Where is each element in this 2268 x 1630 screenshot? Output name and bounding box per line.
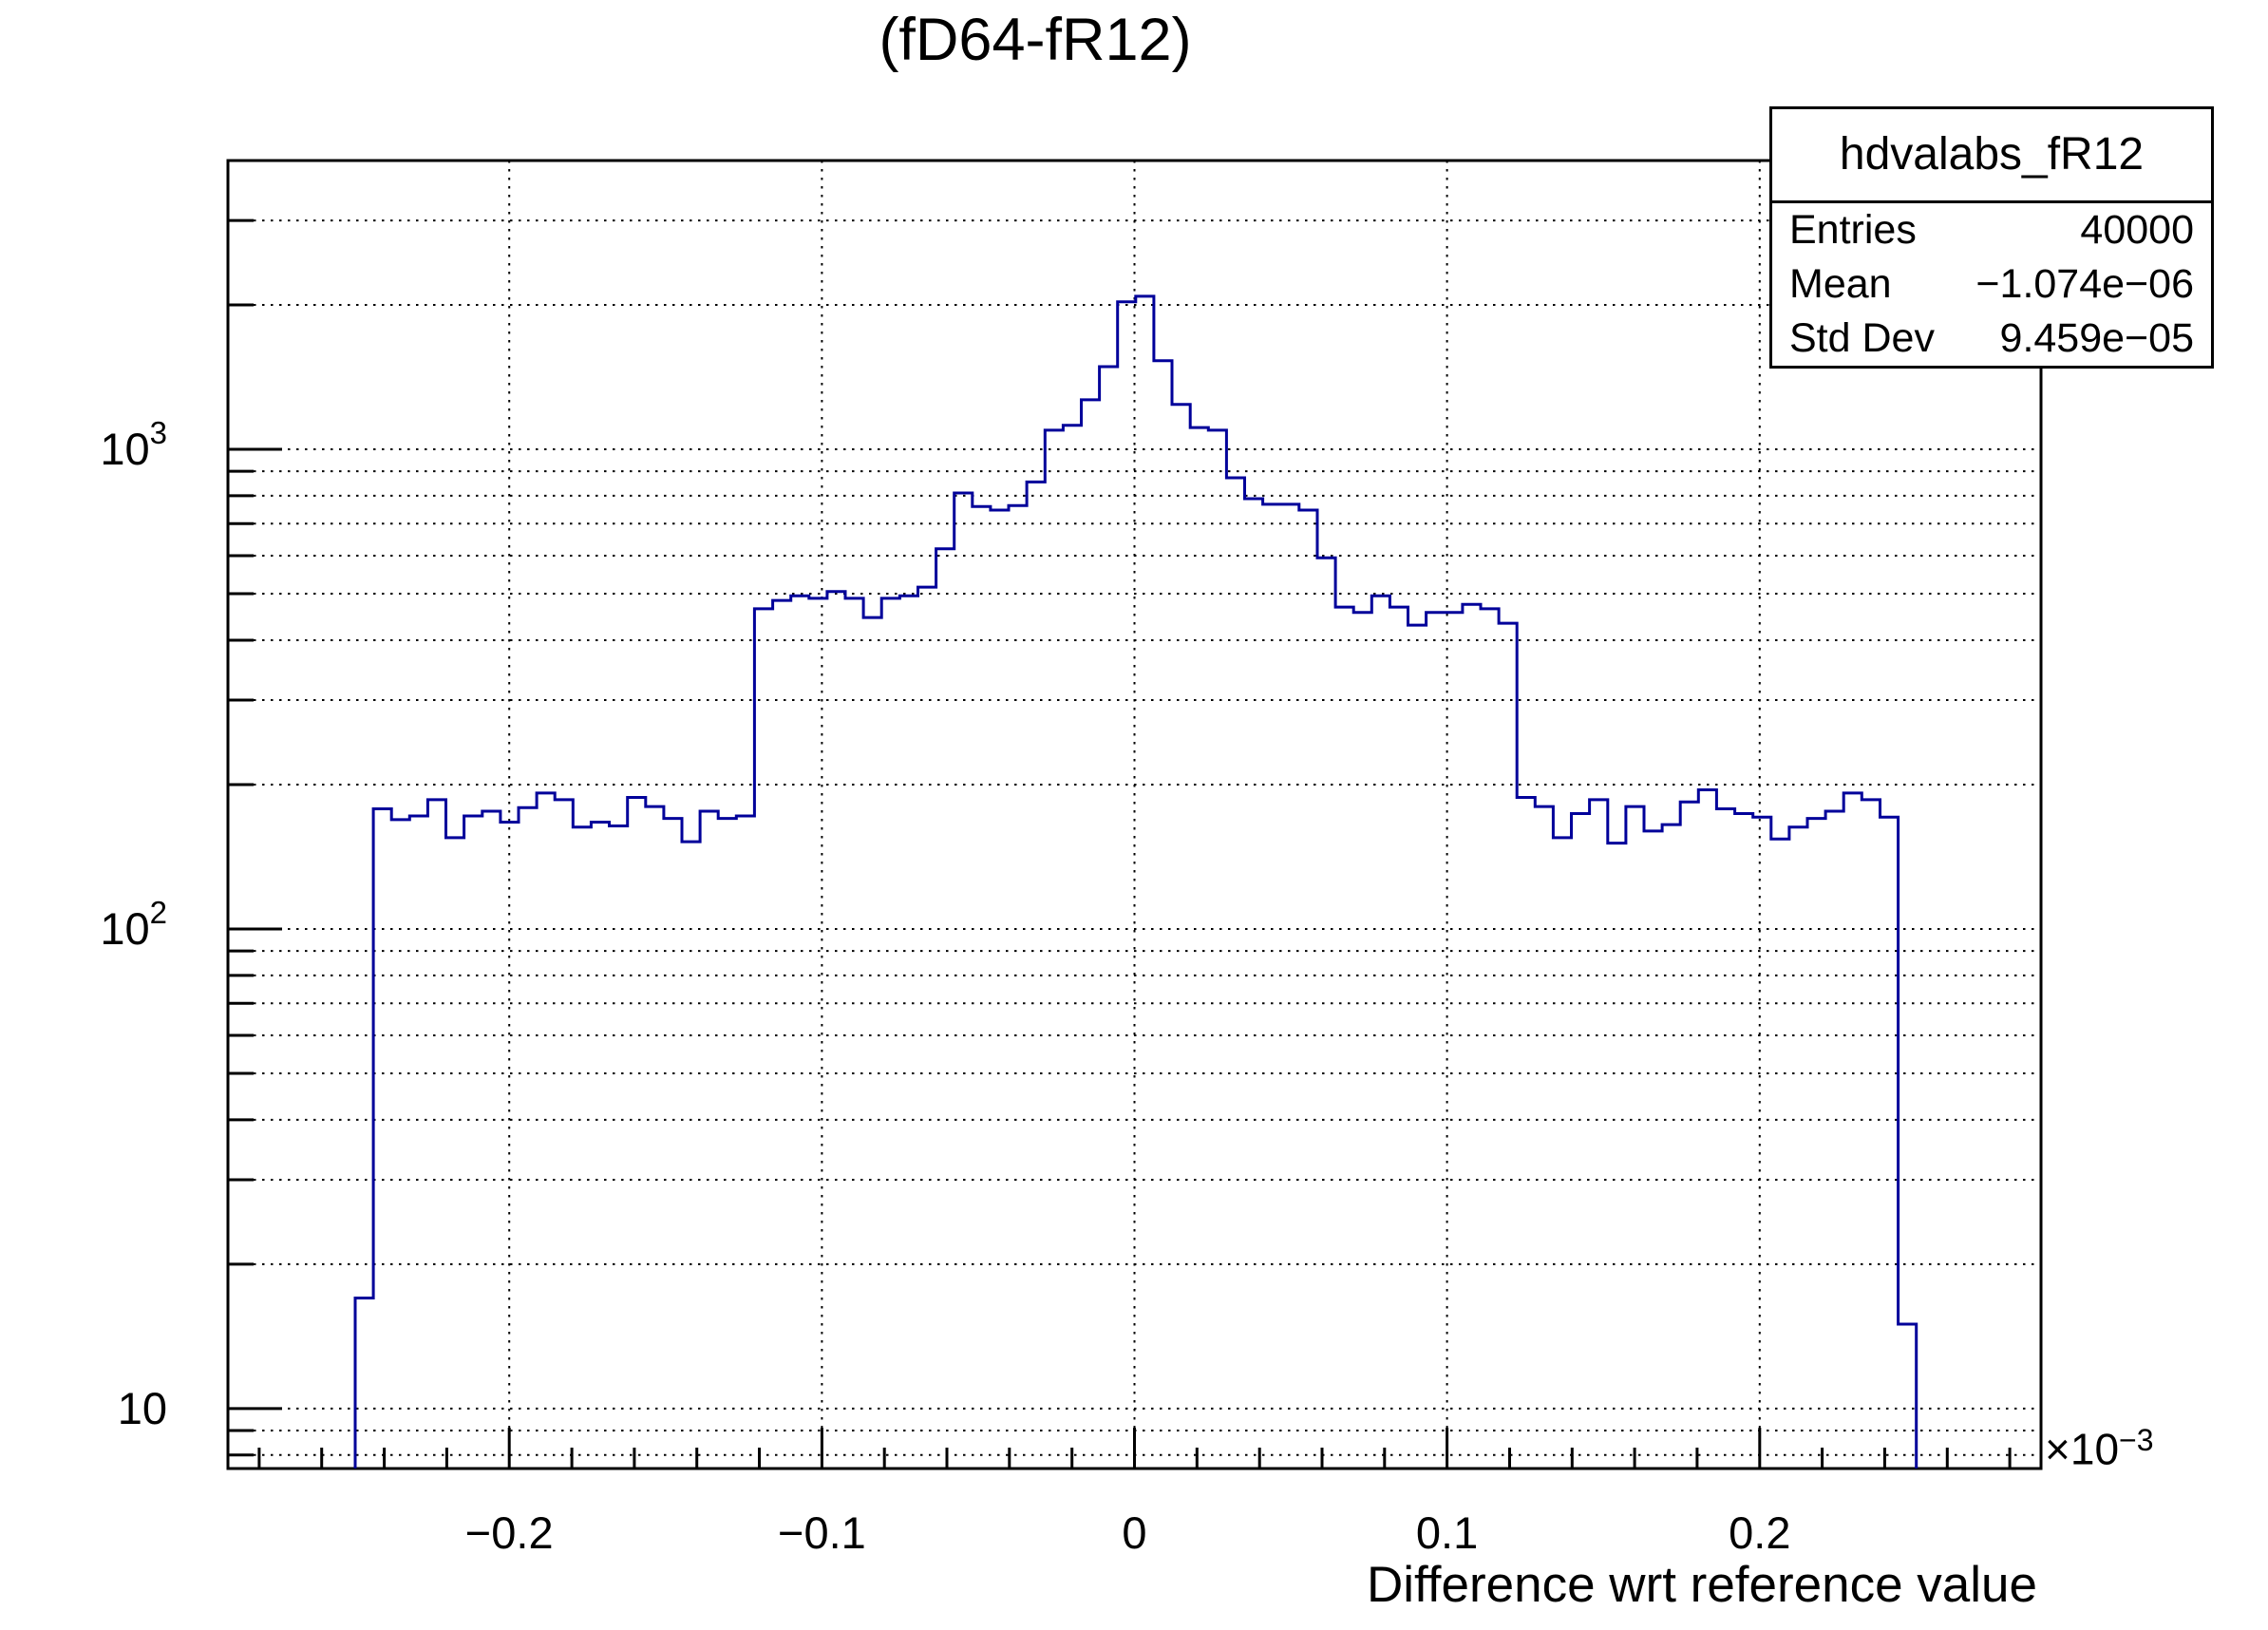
x-axis-title: Difference wrt reference value: [1366, 1557, 2037, 1613]
stats-entries-label: Entries: [1789, 207, 1917, 253]
svg-text:0: 0: [1122, 1507, 1146, 1558]
svg-text:102: 102: [100, 895, 167, 954]
svg-text:0.1: 0.1: [1416, 1507, 1478, 1558]
stats-box-title: hdvalabs_fR12: [1772, 109, 2211, 203]
svg-text:−0.2: −0.2: [465, 1507, 554, 1558]
stats-row-stddev: Std Dev 9.459e−05: [1772, 312, 2211, 366]
stats-mean-label: Mean: [1789, 261, 1892, 307]
stats-stddev-label: Std Dev: [1789, 315, 1935, 361]
stats-row-mean: Mean −1.074e−06: [1772, 257, 2211, 312]
x-axis-exponent-label: ×10−3: [2045, 1421, 2154, 1474]
svg-text:103: 103: [100, 415, 167, 474]
exponent-power: −3: [2119, 1423, 2154, 1457]
stats-mean-value: −1.074e−06: [1975, 261, 2194, 307]
stats-stddev-value: 9.459e−05: [1999, 315, 2194, 361]
svg-text:0.2: 0.2: [1729, 1507, 1790, 1558]
plot-title: (fD64-fR12): [879, 7, 1192, 73]
stats-box: hdvalabs_fR12 Entries 40000 Mean −1.074e…: [1769, 106, 2214, 369]
stats-entries-value: 40000: [2080, 207, 2194, 253]
exponent-mantissa: ×10: [2045, 1424, 2120, 1474]
stats-row-entries: Entries 40000: [1772, 203, 2211, 257]
svg-text:10: 10: [118, 1383, 167, 1433]
svg-text:−0.1: −0.1: [778, 1507, 866, 1558]
